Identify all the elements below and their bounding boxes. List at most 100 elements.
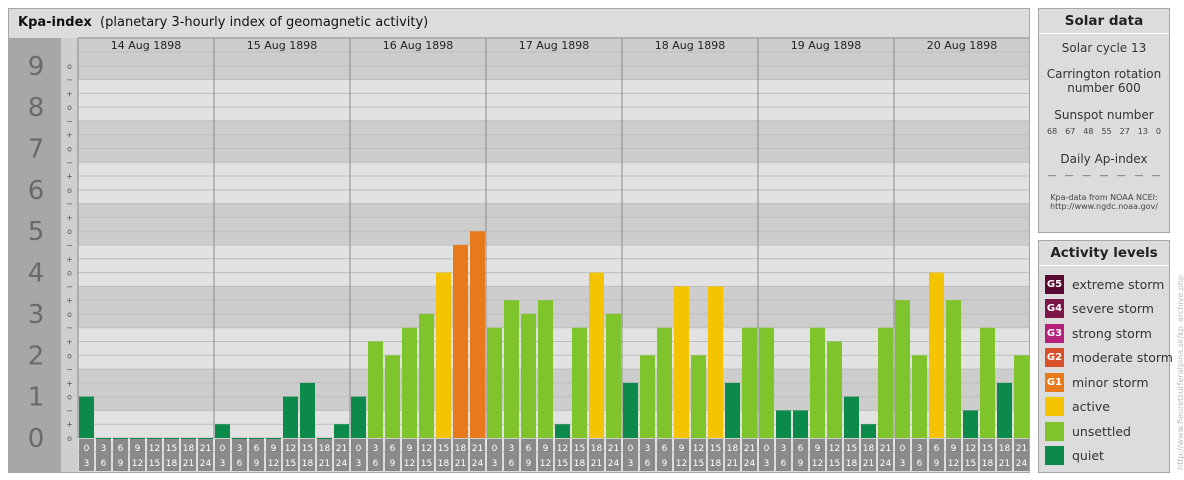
interval-label-box xyxy=(844,439,859,471)
interval-end-label: 12 xyxy=(812,459,823,469)
interval-label-box xyxy=(895,439,910,471)
interval-end-label: 9 xyxy=(662,459,668,469)
legend-label: moderate storm xyxy=(1072,349,1173,365)
interval-start-label: 3 xyxy=(509,444,515,454)
legend-swatch-g3: G3 xyxy=(1045,323,1064,343)
legend-label: strong storm xyxy=(1072,325,1152,341)
interval-label-box xyxy=(521,439,536,471)
kp-bar xyxy=(963,410,978,438)
interval-end-label: 24 xyxy=(880,459,892,469)
interval-label-box xyxy=(946,439,961,471)
interval-start-label: 15 xyxy=(710,444,721,454)
interval-start-label: 12 xyxy=(693,444,704,454)
day-label: 19 Aug 1898 xyxy=(791,39,861,52)
kp-bar xyxy=(742,327,757,438)
legend-swatch-active xyxy=(1045,396,1064,416)
interval-label-box xyxy=(351,439,366,471)
kp-bar xyxy=(419,313,434,438)
interval-start-label: 9 xyxy=(407,444,413,454)
legend-label: active xyxy=(1072,398,1110,414)
kp-bar xyxy=(691,355,706,438)
legend-swatch-g1: G1 xyxy=(1045,372,1064,392)
kp-bar xyxy=(555,424,570,438)
kp-subtick-label: − xyxy=(66,241,73,250)
interval-start-label: 21 xyxy=(744,444,755,454)
interval-start-label: 0 xyxy=(220,444,226,454)
interval-end-label: 24 xyxy=(472,459,484,469)
interval-label-box xyxy=(657,439,672,471)
interval-start-label: 12 xyxy=(285,444,296,454)
interval-end-label: 21 xyxy=(863,459,874,469)
kp-band xyxy=(78,120,1029,163)
kp-tick-label: 4 xyxy=(28,259,45,289)
legend-item-g2: G2 moderate storm xyxy=(1045,347,1173,367)
interval-start-label: 3 xyxy=(781,444,787,454)
interval-label-box xyxy=(1014,439,1029,471)
legend-item-g5: G5 extreme storm xyxy=(1045,274,1164,294)
kp-bar xyxy=(759,327,774,438)
interval-start-label: 15 xyxy=(302,444,313,454)
interval-end-label: 15 xyxy=(965,459,976,469)
interval-end-label: 18 xyxy=(166,459,178,469)
carrington-rotation-line2: number 600 xyxy=(1067,81,1141,95)
interval-end-label: 15 xyxy=(149,459,160,469)
interval-label-box xyxy=(691,439,706,471)
watermark-url: http://www.fleuretsurferalpina.sk/kp_arc… xyxy=(1176,275,1184,470)
interval-start-label: 21 xyxy=(608,444,619,454)
interval-label-box xyxy=(79,439,94,471)
kp-bar xyxy=(776,410,791,438)
legend-label: severe storm xyxy=(1072,300,1154,316)
interval-start-label: 6 xyxy=(526,444,532,454)
kp-tick-label: 2 xyxy=(28,341,45,371)
interval-end-label: 24 xyxy=(336,459,348,469)
source-link[interactable]: http://www.ngdc.noaa.gov/ xyxy=(1050,202,1158,211)
kp-label-column xyxy=(9,38,61,472)
kp-bar xyxy=(606,313,621,438)
interval-end-label: 24 xyxy=(200,459,212,469)
day-label: 15 Aug 1898 xyxy=(247,39,317,52)
interval-label-box xyxy=(810,439,825,471)
kp-bar xyxy=(895,300,910,438)
interval-start-label: 18 xyxy=(455,444,467,454)
interval-label-box xyxy=(793,439,808,471)
kp-bar xyxy=(249,438,264,439)
interval-label-box xyxy=(266,439,281,471)
kp-subtick-label: − xyxy=(66,158,73,167)
kp-subtick-label: o xyxy=(67,103,72,112)
kp-subtick-label: + xyxy=(66,338,73,347)
kp-bar xyxy=(79,396,94,438)
interval-end-label: 6 xyxy=(645,459,651,469)
ap-index-values: — — — — — — — xyxy=(1039,171,1169,181)
kp-bar xyxy=(827,341,842,438)
interval-start-label: 3 xyxy=(917,444,923,454)
interval-label-box xyxy=(572,439,587,471)
interval-label-box xyxy=(130,439,145,471)
interval-start-label: 15 xyxy=(166,444,177,454)
interval-label-box xyxy=(640,439,655,471)
interval-label-box xyxy=(249,439,264,471)
interval-end-label: 18 xyxy=(710,459,722,469)
interval-end-label: 9 xyxy=(526,459,532,469)
interval-start-label: 0 xyxy=(492,444,498,454)
kp-bar xyxy=(810,327,825,438)
interval-end-label: 9 xyxy=(118,459,124,469)
kp-bar xyxy=(725,382,740,438)
interval-end-label: 9 xyxy=(934,459,940,469)
interval-start-label: 3 xyxy=(645,444,651,454)
interval-end-label: 3 xyxy=(764,459,770,469)
kp-bar xyxy=(266,438,281,439)
interval-start-label: 15 xyxy=(846,444,857,454)
interval-start-label: 18 xyxy=(319,444,331,454)
interval-end-label: 6 xyxy=(917,459,923,469)
interval-end-label: 3 xyxy=(900,459,906,469)
interval-label-box xyxy=(198,439,213,471)
ap-value: — xyxy=(1151,171,1161,181)
kp-band xyxy=(78,79,1029,121)
solar-data-panel: Solar data Solar cycle 13 Carrington rot… xyxy=(1038,8,1170,233)
interval-start-label: 9 xyxy=(271,444,277,454)
interval-label-box xyxy=(980,439,995,471)
kp-bar xyxy=(708,286,723,438)
interval-start-label: 12 xyxy=(829,444,840,454)
interval-start-label: 0 xyxy=(84,444,90,454)
interval-start-label: 15 xyxy=(574,444,585,454)
